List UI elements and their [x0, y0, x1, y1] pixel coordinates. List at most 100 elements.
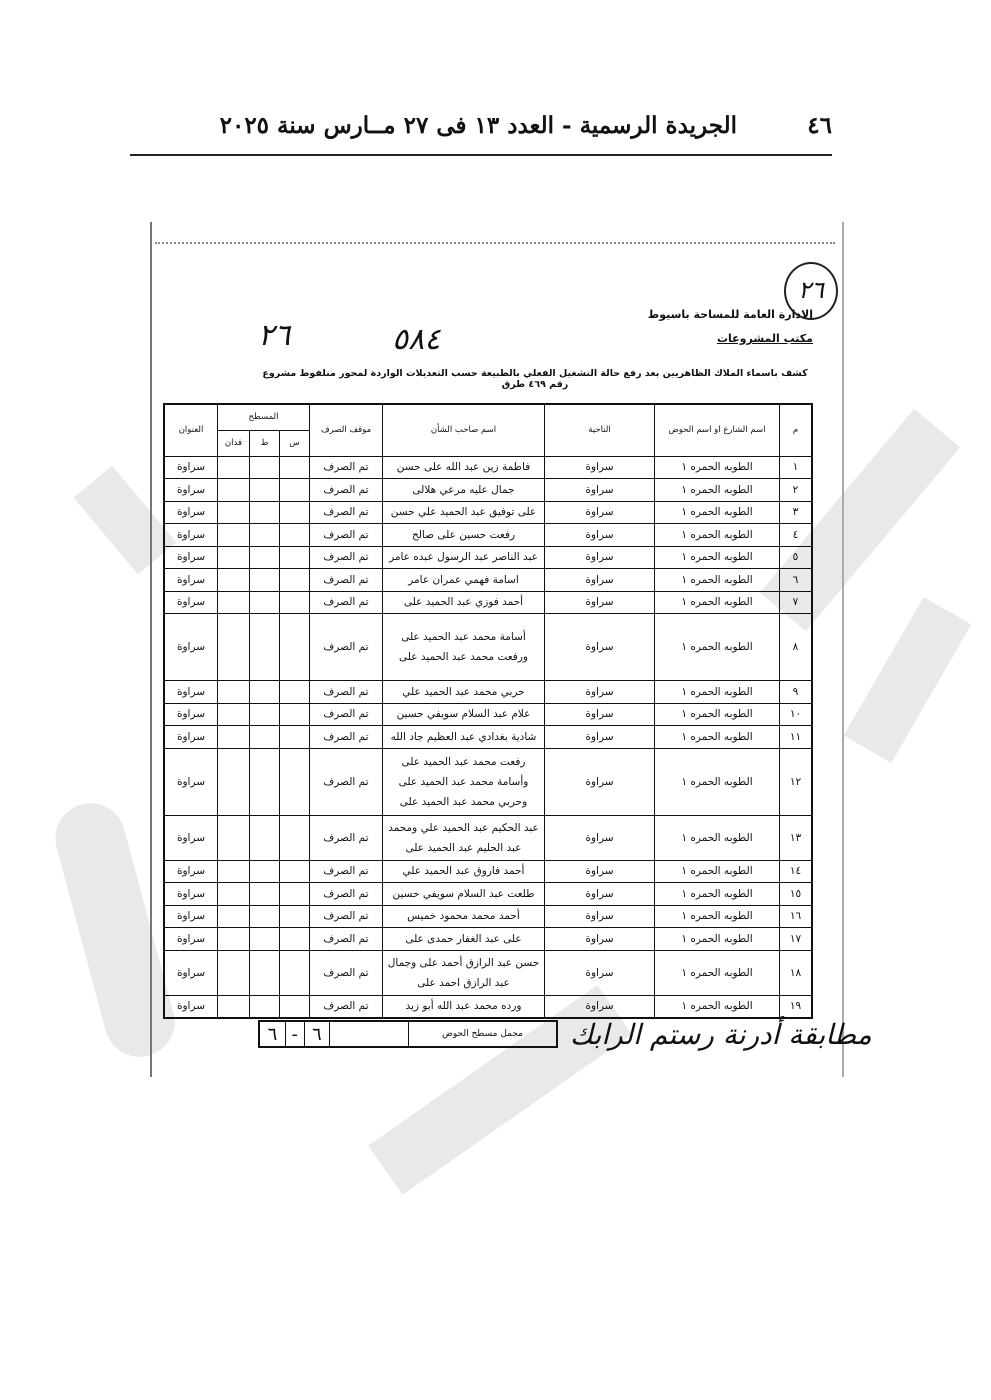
row-num: ٣ [779, 500, 813, 524]
row-area-s [279, 500, 310, 524]
row-street: الطوبه الحمره ١ [654, 590, 780, 614]
table-row: ١٩ الطوبه الحمره ١ سراوة ورده محمد عبد الله… [163, 994, 813, 1018]
row-area-s [279, 904, 310, 928]
row-owner: حسن عبد الرازق أحمد على وجمال عبد الرازق… [382, 949, 545, 996]
gazette-title: الجريدة الرسمية - العدد ١٣ فى ٢٧ مــارس … [219, 112, 737, 139]
row-area-s [279, 859, 310, 883]
row-num: ١٥ [779, 882, 813, 906]
row-num: ٤ [779, 523, 813, 547]
row-area-s [279, 478, 310, 502]
row-address: سراوة [163, 523, 218, 547]
row-owner: فاطمة زين عبد الله على حسن [382, 455, 545, 479]
row-address: سراوة [163, 814, 218, 861]
row-owner: رفعت حسين على صالح [382, 523, 545, 547]
row-area-t [249, 994, 280, 1018]
row-area-f [217, 500, 250, 524]
row-street: الطوبه الحمره ١ [654, 882, 780, 906]
row-address: سراوة [163, 478, 218, 502]
row-area-t [249, 904, 280, 928]
row-area-t [249, 523, 280, 547]
row-owner: جمال عليه مرعي هلالى [382, 478, 545, 502]
handwritten-number: ٢٦ [258, 318, 291, 353]
col-num: م [779, 403, 813, 457]
row-status: تم الصرف [309, 500, 383, 524]
row-area-f [217, 725, 250, 749]
row-address: سراوة [163, 680, 218, 704]
row-area-s [279, 882, 310, 906]
row-owner: حربي محمد عبد الحميد علي [382, 680, 545, 704]
table-row: ١٦ الطوبه الحمره ١ سراوة أحمد محمد محمود خم… [163, 904, 813, 928]
total-f: ٦ [258, 1020, 286, 1048]
row-status: تم الصرف [309, 904, 383, 928]
col-status: موقف الصرف [309, 403, 383, 457]
row-district: سراوة [544, 590, 655, 614]
office-name: مكتب المشروعات [716, 332, 813, 345]
table-row: ١١ الطوبه الحمره ١ سراوة شادية بغدادي عبد ا… [163, 725, 813, 749]
row-street: الطوبه الحمره ١ [654, 904, 780, 928]
row-owner: طلعت عبد السلام سويفي حسين [382, 882, 545, 906]
scanned-document [150, 222, 844, 1077]
row-street: الطوبه الحمره ١ [654, 613, 780, 681]
header-rule [130, 154, 832, 156]
row-area-s [279, 455, 310, 479]
row-area-f [217, 680, 250, 704]
row-district: سراوة [544, 500, 655, 524]
row-status: تم الصرف [309, 590, 383, 614]
row-owner: على توفيق عبد الحميد علي حسن [382, 500, 545, 524]
row-area-f [217, 478, 250, 502]
row-num: ٧ [779, 590, 813, 614]
row-area-t [249, 927, 280, 951]
row-address: سراوة [163, 455, 218, 479]
row-district: سراوة [544, 882, 655, 906]
row-area-t [249, 590, 280, 614]
row-num: ١٩ [779, 994, 813, 1018]
row-owner: على عبد الغفار حمدى على [382, 927, 545, 951]
row-status: تم الصرف [309, 949, 383, 996]
row-num: ٨ [779, 613, 813, 681]
row-address: سراوة [163, 994, 218, 1018]
row-area-f [217, 859, 250, 883]
table-row: ٨ الطوبه الحمره ١ سراوة أسامة محمد عبد الحم… [163, 613, 813, 681]
row-area-s [279, 545, 310, 569]
row-area-t [249, 455, 280, 479]
row-district: سراوة [544, 568, 655, 592]
scan-noise [155, 242, 835, 247]
row-area-t [249, 680, 280, 704]
row-area-t [249, 613, 280, 681]
row-address: سراوة [163, 613, 218, 681]
row-street: الطوبه الحمره ١ [654, 725, 780, 749]
row-status: تم الصرف [309, 814, 383, 861]
row-district: سراوة [544, 747, 655, 816]
row-area-s [279, 725, 310, 749]
row-owner: عبد الناصر عبد الرسول عبده عامر [382, 545, 545, 569]
row-district: سراوة [544, 545, 655, 569]
row-area-s [279, 702, 310, 726]
row-address: سراوة [163, 859, 218, 883]
row-district: سراوة [544, 814, 655, 861]
row-street: الطوبه الحمره ١ [654, 747, 780, 816]
row-area-f [217, 568, 250, 592]
row-status: تم الصرف [309, 568, 383, 592]
org-name: الادارة العامة للمساحة باسيوط [647, 308, 813, 321]
total-area-box: مجمل مسطح الحوض ٦ - ٦ [258, 1020, 558, 1048]
row-owner: اسامة فهمي عمران عامر [382, 568, 545, 592]
row-district: سراوة [544, 904, 655, 928]
row-owner: رفعت محمد عبد الحميد على وأسامة محمد عبد… [382, 747, 545, 816]
row-status: تم الصرف [309, 545, 383, 569]
owners-table: م اسم الشارع او اسم الحوض الناحية اسم صا… [163, 403, 813, 1019]
row-street: الطوبه الحمره ١ [654, 702, 780, 726]
table-row: ١٢ الطوبه الحمره ١ سراوة رفعت محمد عبد الحم… [163, 747, 813, 816]
row-district: سراوة [544, 725, 655, 749]
row-area-t [249, 568, 280, 592]
page-header: ٤٦ الجريدة الرسمية - العدد ١٣ فى ٢٧ مــا… [130, 112, 832, 148]
row-district: سراوة [544, 994, 655, 1018]
row-area-s [279, 747, 310, 816]
col-district: الناحية [544, 403, 655, 457]
row-area-t [249, 478, 280, 502]
col-area: المسطح [217, 403, 310, 431]
row-area-f [217, 949, 250, 996]
row-street: الطوبه الحمره ١ [654, 994, 780, 1018]
row-status: تم الصرف [309, 613, 383, 681]
row-num: ١٠ [779, 702, 813, 726]
row-area-s [279, 590, 310, 614]
